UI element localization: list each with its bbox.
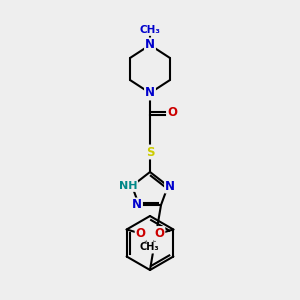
Text: O: O (136, 227, 146, 240)
Text: CH₃: CH₃ (140, 242, 159, 253)
Text: CH₃: CH₃ (141, 242, 160, 253)
Text: CH₃: CH₃ (140, 25, 160, 35)
Text: O: O (167, 106, 177, 118)
Text: NH: NH (119, 181, 137, 191)
Text: N: N (132, 199, 142, 212)
Text: N: N (165, 179, 175, 193)
Text: S: S (146, 146, 154, 158)
Text: N: N (145, 86, 155, 100)
Text: O: O (154, 227, 164, 240)
Text: N: N (145, 38, 155, 52)
